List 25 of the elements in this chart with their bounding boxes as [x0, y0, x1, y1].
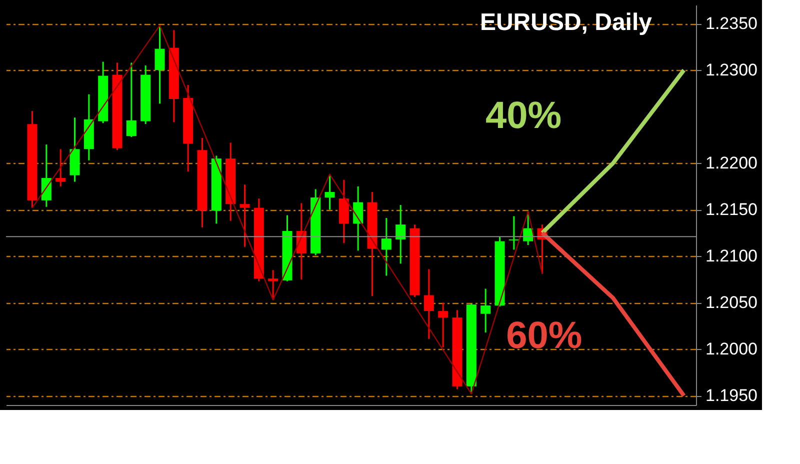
annotation: 40% [485, 95, 562, 137]
candlestick [126, 62, 136, 138]
candlestick [424, 268, 434, 340]
candlestick [480, 288, 491, 334]
candlestick [353, 186, 364, 252]
candlestick [381, 217, 392, 276]
y-tick-label: 1.2050 [706, 293, 758, 312]
y-tick-label: 1.2150 [706, 200, 758, 220]
candlestick [268, 269, 278, 301]
y-tick-label: 1.1950 [706, 386, 758, 406]
annotation: 60% [506, 315, 582, 357]
chart-title: EURUSD, Daily [480, 9, 653, 36]
y-tick-label: 1.2100 [706, 246, 758, 266]
candlestick [240, 184, 250, 248]
y-tick-label: 1.2200 [706, 154, 758, 173]
y-tick-label: 1.2300 [706, 60, 758, 80]
candlestick [508, 215, 519, 250]
candlestick [396, 204, 406, 264]
candlestick [154, 24, 165, 104]
candlestick [438, 302, 448, 348]
candlestick [56, 148, 66, 188]
y-tick-label: 1.2350 [706, 14, 758, 34]
candlestick [41, 144, 52, 208]
y-tick-label: 1.2000 [706, 340, 758, 359]
candlestick [324, 174, 335, 210]
